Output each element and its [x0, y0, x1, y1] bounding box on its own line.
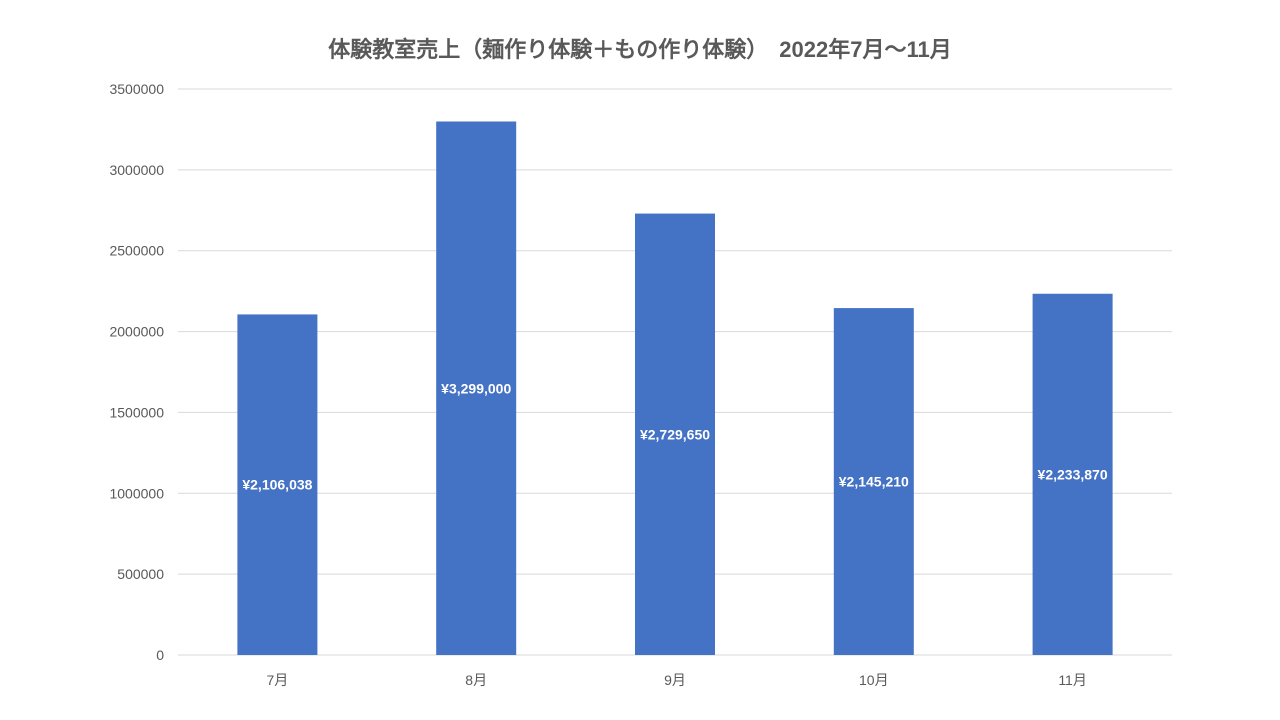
y-tick-label: 3500000 [109, 81, 164, 97]
y-tick-label: 1500000 [109, 404, 164, 420]
data-label: ¥3,299,000 [441, 380, 511, 396]
chart-title: 体験教室売上（麺作り体験＋もの作り体験） 2022年7月～11月 [328, 37, 952, 62]
x-tick-label: 7月 [267, 672, 289, 688]
data-label: ¥2,729,650 [640, 426, 710, 442]
x-tick-label: 11月 [1058, 672, 1087, 688]
y-tick-label: 0 [156, 647, 164, 663]
data-label: ¥2,233,870 [1038, 466, 1108, 482]
x-tick-label: 9月 [664, 672, 686, 688]
bar [237, 314, 318, 655]
y-tick-label: 2000000 [109, 324, 164, 340]
data-label: ¥2,145,210 [839, 474, 909, 490]
bar [833, 308, 914, 655]
y-tick-label: 1000000 [109, 485, 164, 501]
x-tick-label: 10月 [859, 672, 889, 688]
y-tick-label: 2500000 [109, 243, 164, 259]
bar [436, 121, 517, 655]
data-label: ¥2,106,038 [242, 477, 312, 493]
bar [1032, 293, 1113, 655]
x-tick-label: 8月 [465, 672, 487, 688]
bar [635, 213, 715, 655]
y-tick-label: 3000000 [109, 162, 164, 178]
y-tick-label: 500000 [117, 566, 164, 582]
